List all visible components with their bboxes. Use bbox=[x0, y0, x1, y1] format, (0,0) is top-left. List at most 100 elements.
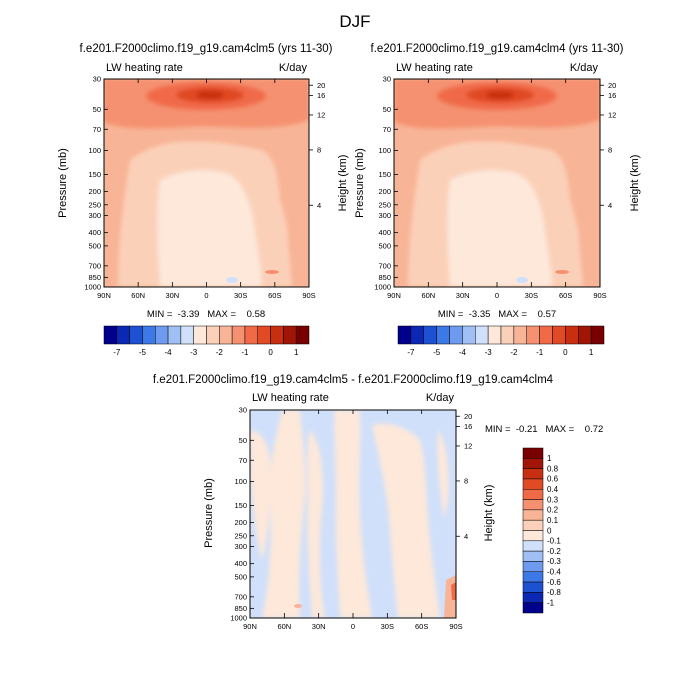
colorbar-label: 0 bbox=[268, 348, 273, 357]
y-tick-label: 150 bbox=[234, 501, 247, 510]
y2-axis-title: Height (km) bbox=[483, 485, 495, 542]
x-tick-label: 90S bbox=[593, 291, 606, 300]
latitude-axis: 90N 60N 30N 0 30S 60S 90S bbox=[387, 79, 607, 300]
x-tick-label: 60N bbox=[421, 291, 435, 300]
x-tick-label: 0 bbox=[495, 291, 499, 300]
colorbar-label: 0.1 bbox=[547, 516, 559, 525]
colorbar-box bbox=[590, 325, 605, 345]
x-tick-label: 90N bbox=[387, 291, 401, 300]
colorbar-box bbox=[565, 325, 579, 345]
latitude-axis: 90N 60N 30N 0 30S 60S 90S bbox=[243, 410, 463, 631]
colorbar-box bbox=[206, 325, 220, 345]
colorbar-box bbox=[539, 325, 553, 345]
colorbar-box bbox=[231, 325, 246, 345]
x-tick-label: 60S bbox=[268, 291, 281, 300]
colorbar-box bbox=[397, 325, 412, 345]
page-title: DJF bbox=[339, 12, 370, 31]
y-tick-label: 400 bbox=[88, 228, 101, 237]
colorbar-label: -3 bbox=[485, 348, 493, 357]
y-tick-label: 50 bbox=[383, 105, 391, 114]
colorbar-box bbox=[475, 325, 489, 345]
colorbar-label: -7 bbox=[407, 348, 415, 357]
y-tick-label: 850 bbox=[234, 604, 247, 613]
x-tick-label: 60N bbox=[277, 622, 291, 631]
y2-axis-title: Height (km) bbox=[337, 155, 349, 212]
colorbar-label: 0 bbox=[563, 348, 568, 357]
y-tick-label: 1000 bbox=[230, 614, 247, 623]
colorbar-box bbox=[295, 325, 310, 345]
x-tick-label: 30N bbox=[456, 291, 470, 300]
colorbar-box bbox=[522, 581, 544, 593]
colorbar-label: -0.4 bbox=[547, 568, 561, 577]
y-tick-label: 70 bbox=[239, 456, 247, 465]
y-tick-label: 1000 bbox=[84, 283, 101, 292]
x-tick-label: 30S bbox=[381, 622, 394, 631]
y-tick-label: 850 bbox=[88, 273, 101, 282]
y2-tick-label: 16 bbox=[317, 91, 325, 100]
colorbar-box bbox=[155, 325, 169, 345]
colorbar-label: -5 bbox=[139, 348, 147, 357]
y-tick-label: 100 bbox=[378, 146, 391, 155]
y-tick-label: 250 bbox=[378, 200, 391, 209]
x-tick-label: 30N bbox=[165, 291, 179, 300]
units-label: K/day bbox=[279, 62, 308, 74]
colorbar-box bbox=[522, 478, 544, 490]
y2-axis-title: Height (km) bbox=[629, 155, 641, 212]
y-tick-label: 700 bbox=[234, 592, 247, 601]
panel-cam4clm5: f.e201.F2000climo.f19_g19.cam4clm5 (yrs … bbox=[57, 43, 349, 357]
colorbar-box bbox=[129, 325, 143, 345]
colorbar-label: -0.2 bbox=[547, 547, 561, 556]
y-tick-label: 500 bbox=[88, 241, 101, 250]
y-tick-label: 50 bbox=[93, 105, 101, 114]
colorbar-label: -1 bbox=[547, 598, 555, 607]
colorbar-label: -1 bbox=[536, 348, 544, 357]
variable-label: LW heating rate bbox=[252, 392, 329, 404]
y-tick-label: 150 bbox=[378, 170, 391, 179]
colorbar-label: 0.4 bbox=[547, 485, 559, 494]
colorbar-box bbox=[116, 325, 130, 345]
panel-title: f.e201.F2000climo.f19_g19.cam4clm5 (yrs … bbox=[80, 43, 333, 55]
y-tick-label: 200 bbox=[88, 187, 101, 196]
colorbar-label: -0.1 bbox=[547, 537, 561, 546]
colorbar-box bbox=[219, 325, 233, 345]
y2-tick-label: 4 bbox=[608, 201, 612, 210]
colorbar-box bbox=[487, 325, 502, 345]
y-tick-label: 70 bbox=[93, 125, 101, 134]
colorbar: -7 -5 -4 -3 -2 -1 0 1 bbox=[397, 325, 605, 357]
latitude-axis: 90N 60N 30N 0 30S 60S 90S bbox=[97, 79, 316, 300]
y2-tick-label: 4 bbox=[317, 201, 321, 210]
y-axis-title: Pressure (mb) bbox=[354, 148, 366, 218]
colorbar-label: -4 bbox=[165, 348, 173, 357]
colorbar-box bbox=[449, 325, 463, 345]
colorbar-box bbox=[522, 519, 544, 531]
y-tick-label: 300 bbox=[234, 542, 247, 551]
x-tick-label: 60S bbox=[559, 291, 572, 300]
y2-tick-label: 16 bbox=[608, 91, 616, 100]
colorbar-label: 0.6 bbox=[547, 475, 559, 484]
colorbar-label: -5 bbox=[433, 348, 441, 357]
x-tick-label: 90S bbox=[302, 291, 315, 300]
colorbar-box bbox=[167, 325, 182, 345]
x-tick-label: 30S bbox=[525, 291, 538, 300]
min-max-readout: MIN = -0.21 MAX = 0.72 bbox=[485, 424, 603, 435]
colorbar-box bbox=[513, 325, 527, 345]
y2-tick-label: 8 bbox=[608, 146, 612, 155]
y-tick-label: 400 bbox=[234, 559, 247, 568]
colorbar-box bbox=[522, 489, 544, 500]
x-tick-label: 30N bbox=[312, 622, 326, 631]
colorbar-label: -0.6 bbox=[547, 578, 561, 587]
y-tick-label: 30 bbox=[239, 406, 247, 415]
x-tick-label: 0 bbox=[204, 291, 208, 300]
y-tick-label: 250 bbox=[88, 200, 101, 209]
colorbar-box bbox=[522, 561, 544, 572]
y-tick-label: 1000 bbox=[374, 283, 391, 292]
x-tick-label: 90S bbox=[449, 622, 462, 631]
y-axis-title: Pressure (mb) bbox=[57, 148, 69, 218]
y-tick-label: 500 bbox=[234, 572, 247, 581]
y-tick-label: 70 bbox=[383, 125, 391, 134]
colorbar-label: -2 bbox=[216, 348, 224, 357]
